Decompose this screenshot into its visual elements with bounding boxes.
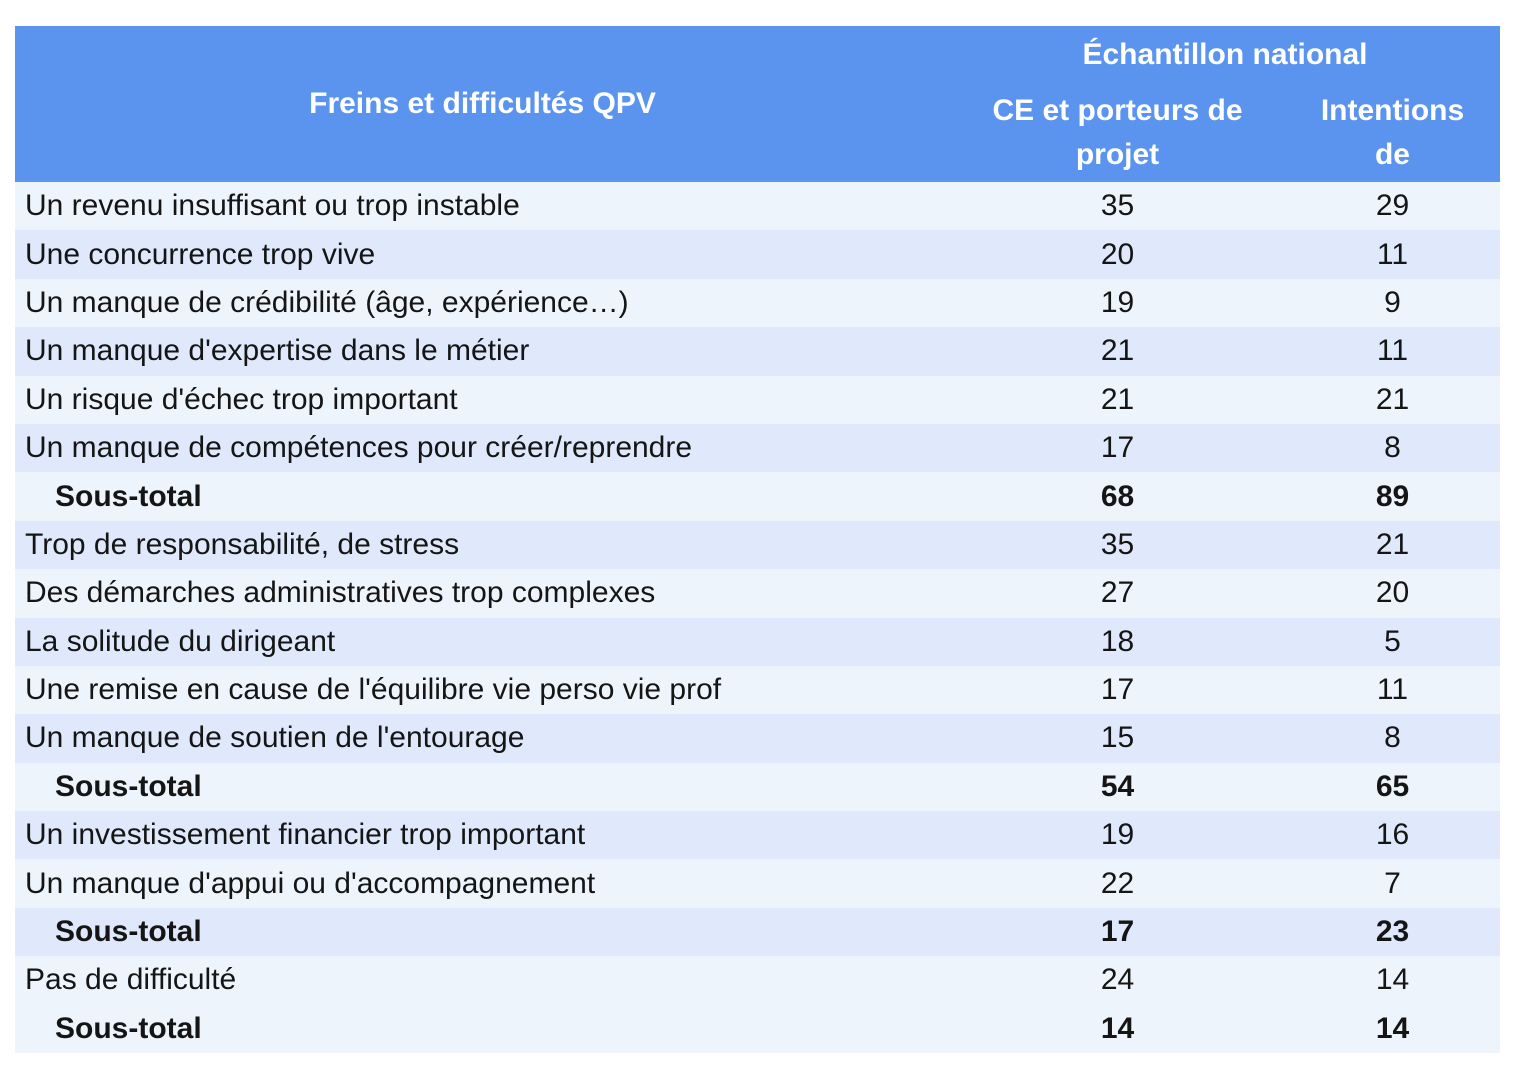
row-value-intentions: 8 [1384, 721, 1401, 755]
table-header: Freins et difficultés QPV Échantillon na… [15, 26, 1500, 182]
row-label: Un manque de compétences pour créer/repr… [25, 431, 693, 465]
row-value-intentions: 8 [1384, 431, 1401, 465]
group-header-echantillon-national: Échantillon national [1082, 38, 1368, 71]
column-header-ce-porteurs-projet: CE et porteurs de projet [992, 94, 1243, 171]
row-label: Sous-total [55, 769, 202, 803]
table-row-subtotal: Sous-total 54 65 [15, 762, 1500, 812]
row-label: Sous-total [55, 1011, 202, 1045]
row-value-intentions: 20 [1375, 576, 1410, 610]
table-row: Une concurrence trop vive 20 11 [15, 230, 1500, 279]
table-row: Un manque de soutien de l'entourage 15 8 [15, 714, 1500, 763]
table-row-subtotal: Sous-total 17 23 [15, 907, 1500, 957]
row-label: Sous-total [55, 915, 202, 949]
row-value-ce-porteurs: 21 [1100, 334, 1135, 368]
table-row: Un manque de crédibilité (âge, expérienc… [15, 278, 1500, 328]
row-value-ce-porteurs: 21 [1100, 382, 1135, 416]
row-value-ce-porteurs: 19 [1100, 818, 1135, 852]
row-value-ce-porteurs: 35 [1100, 527, 1135, 561]
row-label: La solitude du dirigeant [25, 624, 336, 658]
row-value-intentions: 89 [1375, 479, 1410, 513]
table-row: Un manque d'expertise dans le métier 21 … [15, 327, 1500, 376]
row-value-ce-porteurs: 68 [1100, 479, 1135, 513]
column-header-freins-qpv: Freins et difficultés QPV [309, 87, 656, 120]
row-label: Trop de responsabilité, de stress [25, 527, 460, 561]
row-value-intentions: 21 [1375, 382, 1410, 416]
row-value-intentions: 14 [1375, 1011, 1410, 1045]
row-value-ce-porteurs: 17 [1100, 431, 1135, 465]
row-value-ce-porteurs: 19 [1100, 285, 1135, 319]
table-row: Une remise en cause de l'équilibre vie p… [15, 665, 1500, 715]
row-value-ce-porteurs: 14 [1100, 1011, 1135, 1045]
row-label: Un investissement financier trop importa… [25, 818, 586, 852]
row-label: Sous-total [55, 479, 202, 513]
row-value-ce-porteurs: 27 [1100, 576, 1135, 610]
row-label: Une remise en cause de l'équilibre vie p… [25, 673, 722, 707]
row-value-intentions: 11 [1376, 237, 1409, 271]
row-value-intentions: 21 [1375, 527, 1410, 561]
row-label: Un manque de crédibilité (âge, expérienc… [25, 285, 629, 319]
row-label: Un risque d'échec trop important [25, 382, 458, 416]
row-value-ce-porteurs: 18 [1100, 624, 1135, 658]
table-row: Un revenu insuffisant ou trop instable 3… [15, 182, 1500, 231]
row-value-intentions: 7 [1384, 866, 1401, 900]
row-value-ce-porteurs: 24 [1100, 963, 1135, 997]
row-value-ce-porteurs: 20 [1100, 237, 1135, 271]
table-row: Un investissement financier trop importa… [15, 811, 1500, 860]
table-row: Des démarches administratives trop compl… [15, 569, 1500, 618]
table-row: Un risque d'échec trop important 21 21 [15, 375, 1500, 424]
table-row-subtotal: Sous-total 14 14 [15, 1004, 1500, 1054]
table-row: Un manque de compétences pour créer/repr… [15, 423, 1500, 473]
row-label: Un manque d'appui ou d'accompagnement [25, 866, 596, 900]
row-label: Un manque de soutien de l'entourage [25, 721, 525, 755]
row-value-intentions: 11 [1376, 673, 1409, 707]
row-value-ce-porteurs: 15 [1100, 721, 1135, 755]
table-row: La solitude du dirigeant 18 5 [15, 617, 1500, 666]
column-header-intentions-de: Intentions de [1320, 94, 1465, 171]
row-value-intentions: 16 [1375, 818, 1410, 852]
table-body: Un revenu insuffisant ou trop instable 3… [15, 182, 1500, 1054]
table-row: Un manque d'appui ou d'accompagnement 22… [15, 859, 1500, 908]
row-label: Des démarches administratives trop compl… [25, 576, 656, 610]
row-value-ce-porteurs: 54 [1100, 769, 1135, 803]
table-row: Trop de responsabilité, de stress 35 21 [15, 520, 1500, 570]
row-value-ce-porteurs: 17 [1100, 673, 1135, 707]
row-value-intentions: 5 [1384, 624, 1401, 658]
row-value-intentions: 14 [1375, 963, 1410, 997]
row-label: Une concurrence trop vive [25, 237, 376, 271]
row-value-intentions: 9 [1384, 285, 1401, 319]
row-value-intentions: 65 [1375, 769, 1410, 803]
table-row: Pas de difficulté 24 14 [15, 956, 1500, 1005]
table-row-subtotal: Sous-total 68 89 [15, 472, 1500, 521]
row-label: Un manque d'expertise dans le métier [25, 334, 530, 368]
row-value-ce-porteurs: 17 [1100, 915, 1135, 949]
row-label: Un revenu insuffisant ou trop instable [25, 189, 520, 223]
row-value-ce-porteurs: 35 [1100, 189, 1135, 223]
row-value-intentions: 29 [1375, 189, 1410, 223]
row-value-intentions: 23 [1375, 915, 1410, 949]
row-value-intentions: 11 [1376, 334, 1409, 368]
row-value-ce-porteurs: 22 [1100, 866, 1135, 900]
freins-qpv-table: Freins et difficultés QPV Échantillon na… [15, 26, 1500, 1054]
row-label: Pas de difficulté [25, 963, 237, 997]
